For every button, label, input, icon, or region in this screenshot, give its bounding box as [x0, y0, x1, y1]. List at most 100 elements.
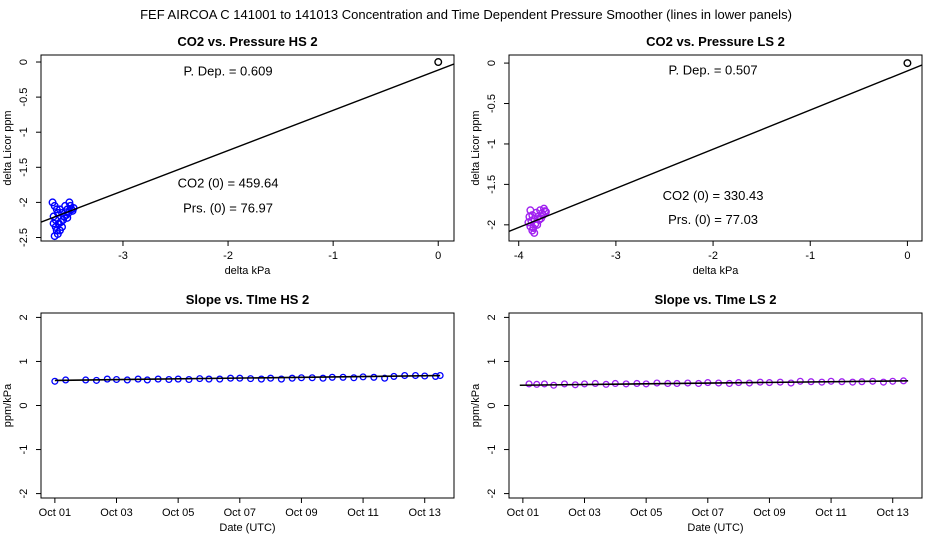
x-tick-label: Oct 11 — [347, 507, 379, 519]
data-point — [540, 380, 548, 388]
plot-frame — [40, 312, 455, 499]
plot-area — [519, 377, 909, 389]
x-tick-label: -2 — [223, 250, 233, 262]
plot-frame — [40, 54, 455, 242]
y-tick-label: 0 — [18, 59, 30, 65]
y-tick-label: -0.5 — [486, 94, 498, 113]
y-tick-label: 2 — [18, 314, 30, 320]
chart-title: Slope vs. TIme HS 2 — [186, 292, 310, 307]
x-axis-label: Date (UTC) — [687, 522, 743, 534]
x-tick-label: -1 — [328, 250, 338, 262]
data-point — [319, 374, 327, 382]
y-tick-label: -2 — [486, 220, 498, 230]
figure-suptitle: FEF AIRCOA C 141001 to 141013 Concentrat… — [140, 7, 792, 22]
x-tick-label: -2 — [708, 250, 718, 262]
x-tick-label: Oct 03 — [568, 507, 600, 519]
plot-frame — [508, 312, 923, 499]
y-tick-label: 2 — [486, 314, 498, 320]
x-tick-label: Oct 03 — [100, 507, 132, 519]
plot-area — [51, 371, 444, 385]
x-axis-label: delta kPa — [693, 265, 740, 277]
y-axis-label: ppm/kPa — [470, 383, 482, 427]
annotation-p-dep: P. Dep. = 0.609 — [184, 63, 273, 78]
x-axis-label: Date (UTC) — [219, 522, 275, 534]
fit-line — [41, 63, 454, 223]
annotation-p-dep: P. Dep. = 0.507 — [669, 63, 758, 78]
x-tick-label: Oct 09 — [285, 507, 317, 519]
annotation-prs-0: Prs. (0) = 76.97 — [183, 200, 273, 215]
x-tick-label: 0 — [435, 250, 441, 262]
y-tick-label: -1 — [486, 445, 498, 455]
data-point — [350, 374, 358, 382]
x-tick-label: Oct 01 — [507, 507, 539, 519]
plot-area — [509, 59, 922, 237]
x-tick-label: Oct 09 — [753, 507, 785, 519]
y-tick-label: -0.5 — [18, 88, 30, 107]
chart-hs-slope: Slope vs. TIme HS 2 Oct 01 Oct 03 Oct 05 Oct… — [2, 292, 455, 534]
y-axis-label: delta Licor ppm — [470, 110, 482, 185]
smoother-line — [519, 380, 909, 387]
data-point — [63, 213, 72, 222]
chart-title: CO2 vs. Pressure HS 2 — [177, 34, 317, 49]
data-point — [530, 228, 539, 237]
origin-point — [434, 58, 443, 67]
chart-title: Slope vs. TIme LS 2 — [654, 292, 776, 307]
y-tick-label: -1 — [486, 139, 498, 149]
y-tick-label: -1 — [18, 127, 30, 137]
chart-ls-scatter: CO2 vs. Pressure LS 2 -4 -3 -2 -1 0 0 -0.5 -1 -1.… — [470, 34, 923, 277]
chart-hs-scatter: CO2 vs. Pressure HS 2 -3 -2 -1 0 0 -0.5 -1 -1.5 -… — [2, 34, 455, 277]
data-point — [381, 374, 389, 382]
x-tick-label: Oct 13 — [877, 507, 909, 519]
data-point — [65, 198, 74, 207]
origin-point — [903, 59, 912, 68]
x-tick-label: Oct 01 — [39, 507, 71, 519]
x-tick-label: 0 — [904, 250, 910, 262]
x-axis-label: delta kPa — [225, 265, 272, 277]
data-point — [787, 379, 795, 387]
chart-ls-slope: Slope vs. TIme LS 2 Oct 01 Oct 03 Oct 05 Oct… — [470, 292, 923, 534]
y-axis-label: ppm/kPa — [2, 383, 14, 427]
y-tick-label: 0 — [486, 60, 498, 66]
x-tick-label: Oct 07 — [224, 507, 256, 519]
data-point — [540, 207, 549, 216]
y-tick-label: 1 — [486, 358, 498, 364]
plot-frame — [508, 54, 923, 242]
chart-title: CO2 vs. Pressure LS 2 — [646, 34, 785, 49]
data-point — [525, 212, 534, 221]
data-point — [879, 378, 888, 386]
fit-line — [509, 64, 922, 233]
smoother-line — [54, 374, 441, 382]
x-tick-label: Oct 05 — [162, 507, 194, 519]
x-tick-label: -3 — [118, 250, 128, 262]
y-tick-label: -2 — [486, 489, 498, 499]
y-tick-label: -2 — [18, 489, 30, 499]
data-point — [370, 373, 378, 381]
y-tick-label: 0 — [486, 402, 498, 408]
data-point — [529, 224, 538, 233]
annotation-co2-0: CO2 (0) = 330.43 — [663, 188, 764, 203]
x-tick-label: -1 — [805, 250, 815, 262]
data-point — [50, 232, 59, 241]
y-tick-label: -1 — [18, 445, 30, 455]
plot-area — [41, 58, 454, 241]
x-tick-label: -3 — [611, 250, 621, 262]
annotation-prs-0: Prs. (0) = 77.03 — [668, 212, 758, 227]
data-point — [58, 222, 67, 231]
y-tick-label: -2.5 — [18, 228, 30, 247]
x-tick-label: Oct 13 — [409, 507, 441, 519]
y-tick-label: 0 — [18, 402, 30, 408]
y-axis-label: delta Licor ppm — [2, 110, 14, 185]
x-tick-label: Oct 11 — [815, 507, 847, 519]
x-tick-label: Oct 07 — [692, 507, 724, 519]
data-point — [277, 375, 285, 383]
y-tick-label: -1.5 — [18, 158, 30, 177]
y-tick-label: -2 — [18, 198, 30, 208]
annotation-co2-0: CO2 (0) = 459.64 — [178, 176, 279, 191]
data-point — [591, 379, 599, 388]
data-point — [56, 218, 65, 227]
x-tick-label: -4 — [514, 250, 524, 262]
y-tick-label: -1.5 — [486, 175, 498, 194]
y-tick-label: 1 — [18, 358, 30, 364]
data-point — [51, 377, 59, 385]
